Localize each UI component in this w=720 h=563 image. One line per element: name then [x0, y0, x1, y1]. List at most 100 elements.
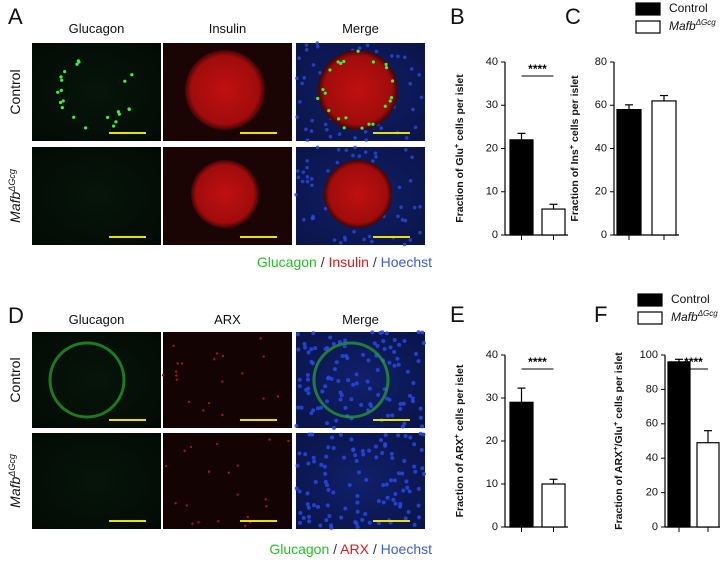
nucleus — [381, 339, 386, 344]
nucleus — [305, 491, 310, 496]
nucleus — [407, 393, 412, 398]
nucleus — [298, 510, 303, 515]
arx-cell — [215, 352, 219, 355]
column-header: Merge — [342, 21, 379, 36]
nucleus — [397, 342, 402, 347]
glucagon-cell — [336, 117, 341, 121]
row-label: Control — [7, 69, 23, 114]
panel-label: B — [450, 4, 465, 29]
glucagon-cell — [321, 87, 325, 92]
nucleus — [307, 432, 312, 437]
y-tick-label: 20 — [486, 435, 498, 447]
nucleus — [357, 470, 362, 475]
significance-label: **** — [684, 355, 703, 369]
glucagon-cell — [371, 60, 375, 64]
nucleus — [404, 479, 409, 484]
arx-cell — [217, 520, 220, 523]
legend-label: Control — [669, 1, 708, 15]
y-label-part: + — [567, 144, 576, 149]
arx-cell — [268, 438, 271, 441]
glucagon-cell — [72, 115, 76, 119]
nucleus — [310, 118, 314, 123]
glucagon-cell — [114, 120, 118, 124]
nucleus — [311, 408, 316, 413]
nucleus — [302, 341, 307, 346]
islet — [323, 160, 392, 229]
y-label-part: cells per islet — [569, 75, 581, 145]
nucleus — [335, 160, 340, 165]
nucleus — [420, 424, 425, 429]
nucleus — [410, 399, 415, 404]
nucleus — [304, 127, 308, 132]
nucleus — [412, 464, 417, 469]
glucagon-cell — [105, 115, 110, 119]
row-label: MafbΔGcg — [7, 454, 23, 508]
nucleus — [379, 126, 383, 131]
nucleus — [393, 491, 398, 496]
nucleus — [392, 363, 397, 368]
nucleus — [325, 421, 330, 426]
nucleus — [332, 238, 337, 242]
nucleus — [400, 471, 405, 476]
nucleus — [300, 81, 304, 86]
nucleus — [403, 218, 408, 223]
glucagon-cell — [356, 49, 360, 53]
nucleus — [342, 344, 347, 349]
row-label-text: Mafb — [7, 476, 23, 507]
nucleus — [326, 169, 330, 173]
micrograph — [32, 433, 161, 529]
nucleus — [303, 345, 308, 350]
y-axis-label: Fraction of ARX+/Glu+ cells per islet — [611, 352, 626, 530]
nucleus — [354, 381, 359, 386]
nucleus — [365, 43, 370, 48]
nucleus — [416, 486, 421, 491]
islet — [190, 160, 259, 229]
nucleus — [311, 63, 316, 67]
nucleus — [385, 495, 390, 500]
nucleus — [339, 515, 344, 520]
nucleus — [410, 155, 414, 160]
y-tick-label: 30 — [486, 392, 498, 404]
islet — [317, 50, 398, 131]
glucagon-cell — [383, 104, 387, 108]
nucleus — [384, 482, 389, 487]
y-axis-label: Fraction of Glu+ cells per islet — [452, 74, 467, 223]
bar — [509, 401, 534, 528]
nucleus — [412, 205, 417, 210]
arx-cell — [180, 362, 184, 365]
nucleus — [409, 67, 414, 71]
arx-cell — [187, 400, 191, 404]
glucagon-cell — [60, 106, 64, 110]
nucleus — [345, 356, 350, 361]
nucleus — [295, 463, 300, 468]
nucleus — [309, 359, 314, 364]
nucleus — [354, 372, 359, 377]
glucagon-cell — [390, 79, 395, 83]
nucleus — [326, 445, 331, 450]
nucleus — [401, 488, 406, 493]
caption-part: Glucagon — [269, 541, 329, 557]
nucleus — [325, 483, 330, 488]
nucleus — [313, 346, 318, 351]
nucleus — [404, 136, 409, 140]
nucleus — [367, 448, 372, 453]
legend-label: Control — [671, 292, 710, 306]
nucleus — [416, 503, 421, 508]
nucleus — [402, 421, 407, 426]
image-bg — [32, 433, 161, 529]
panel-label: E — [450, 302, 465, 327]
nucleus — [354, 459, 359, 464]
nucleus — [367, 520, 372, 525]
caption-part: / — [329, 541, 340, 557]
nucleus — [355, 500, 360, 505]
y-tick-label: 100 — [640, 349, 658, 361]
nucleus — [306, 391, 311, 396]
row-label-sup: ΔGcg — [7, 169, 17, 193]
nucleus — [421, 341, 426, 346]
nucleus — [324, 518, 329, 523]
nucleus — [365, 379, 370, 384]
nucleus — [396, 214, 400, 219]
nucleus — [390, 456, 395, 461]
nucleus — [299, 405, 304, 410]
nucleus — [329, 376, 334, 381]
